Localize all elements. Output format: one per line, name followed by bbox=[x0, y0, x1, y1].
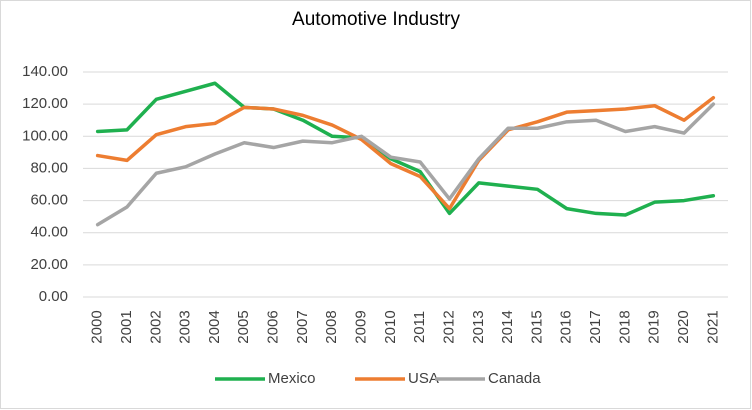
x-tick-label: 2011 bbox=[411, 311, 428, 343]
y-tick-label: 120.00 bbox=[22, 95, 68, 112]
x-tick-label: 2016 bbox=[558, 310, 575, 343]
x-tick-label: 2010 bbox=[382, 310, 399, 343]
x-tick-label: 2008 bbox=[323, 310, 340, 343]
x-tick-label: 2013 bbox=[470, 310, 487, 343]
x-tick-label: 2020 bbox=[675, 310, 692, 343]
x-tick-label: 2003 bbox=[177, 310, 194, 343]
x-tick-label: 2015 bbox=[528, 310, 545, 343]
x-tick-label: 2007 bbox=[294, 310, 311, 343]
legend-label: Mexico bbox=[268, 370, 316, 387]
x-tick-label: 2004 bbox=[206, 310, 223, 343]
legend-label: Canada bbox=[488, 370, 541, 387]
y-tick-label: 20.00 bbox=[30, 256, 68, 273]
x-tick-label: 2019 bbox=[646, 310, 663, 343]
x-tick-label: 2017 bbox=[587, 310, 604, 343]
x-tick-label: 2005 bbox=[235, 310, 252, 343]
y-tick-label: 100.00 bbox=[22, 127, 68, 144]
series-line bbox=[95, 95, 716, 211]
x-tick-label: 2009 bbox=[352, 310, 369, 343]
legend-label: USA bbox=[408, 370, 439, 387]
x-tick-label: 2006 bbox=[265, 310, 282, 343]
x-tick-label: 2000 bbox=[89, 310, 106, 343]
chart-title: Automotive Industry bbox=[292, 9, 460, 30]
series-line bbox=[95, 81, 716, 217]
x-tick-label: 2012 bbox=[440, 310, 457, 343]
y-tick-label: 80.00 bbox=[30, 159, 68, 176]
x-tick-label: 2001 bbox=[118, 310, 135, 343]
y-tick-label: 140.00 bbox=[22, 63, 68, 80]
x-tick-label: 2014 bbox=[499, 310, 516, 343]
x-tick-label: 2002 bbox=[147, 310, 164, 343]
x-tick-label: 2018 bbox=[616, 310, 633, 343]
y-tick-label: 40.00 bbox=[30, 224, 68, 241]
series-line bbox=[95, 102, 716, 227]
y-tick-label: 60.00 bbox=[30, 192, 68, 209]
x-tick-label: 2021 bbox=[704, 310, 721, 343]
y-tick-label: 0.00 bbox=[39, 288, 68, 305]
